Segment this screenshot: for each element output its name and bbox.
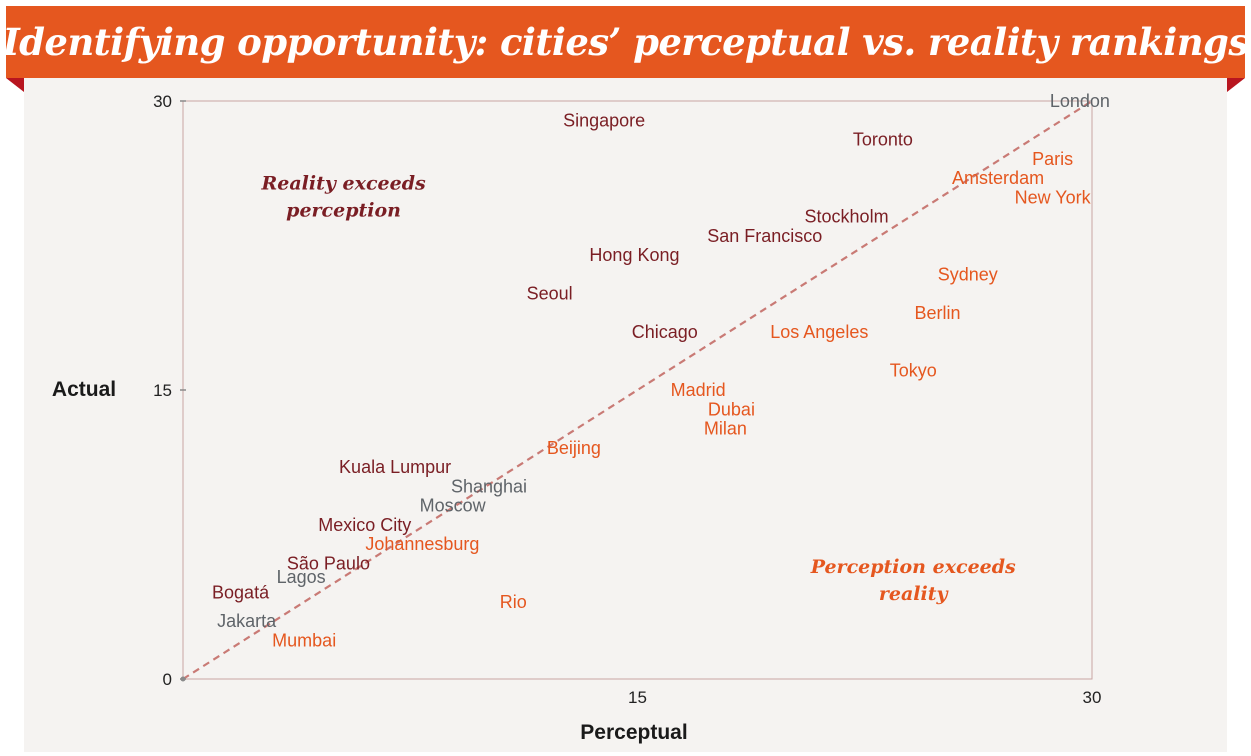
annotation-line: Reality exceeds bbox=[260, 173, 426, 195]
y-tick-label: 0 bbox=[163, 670, 172, 689]
point-label-london: London bbox=[1050, 91, 1110, 111]
point-label-toronto: Toronto bbox=[853, 130, 913, 150]
point-label-seoul: Seoul bbox=[527, 284, 573, 304]
point-label-milan: Milan bbox=[704, 419, 747, 439]
point-label-berlin: Berlin bbox=[914, 303, 960, 323]
point-label-stockholm: Stockholm bbox=[805, 207, 889, 227]
annotation-line: perception bbox=[286, 200, 401, 222]
point-label-lagos: Lagos bbox=[277, 567, 326, 587]
point-label-beijing: Beijing bbox=[547, 438, 601, 458]
annotation-perception-exceeds: Perception exceeds reality bbox=[810, 556, 1016, 605]
tick-marks: 0 15 30 15 30 bbox=[153, 92, 1101, 707]
point-label-shanghai: Shanghai bbox=[451, 476, 527, 496]
x-axis-title: Perceptual bbox=[580, 721, 687, 744]
y-axis-title: Actual bbox=[52, 378, 116, 401]
point-label-los-angeles: Los Angeles bbox=[770, 322, 868, 342]
point-label-new-york: New York bbox=[1015, 187, 1092, 207]
point-label-jakarta: Jakarta bbox=[217, 611, 277, 631]
banner-fold-left bbox=[6, 78, 24, 92]
data-points: London Singapore Toronto ParisAmsterdamNew … bbox=[212, 91, 1110, 650]
x-tick-label: 15 bbox=[628, 688, 647, 707]
point-label-dubai: Dubai bbox=[708, 399, 755, 419]
point-label-madrid: Madrid bbox=[671, 380, 726, 400]
point-label-kuala-lumpur: Kuala Lumpur bbox=[339, 457, 451, 477]
point-label-rio: Rio bbox=[500, 592, 527, 612]
point-label-johannesburg: Johannesburg bbox=[365, 534, 479, 554]
chart-panel bbox=[24, 78, 1227, 752]
page-title: Identifying opportunity: cities’ percept… bbox=[2, 20, 1249, 64]
y-tick-label: 15 bbox=[153, 381, 172, 400]
title-banner: Identifying opportunity: cities’ percept… bbox=[2, 6, 1249, 78]
annotation-line: reality bbox=[879, 583, 950, 605]
point-label-moscow: Moscow bbox=[420, 496, 487, 516]
point-label-singapore: Singapore bbox=[563, 110, 645, 130]
point-label-sao-paulo: São Paulo bbox=[287, 553, 370, 573]
point-label-hong-kong: Hong Kong bbox=[589, 245, 679, 265]
point-label-mexico-city: Mexico City bbox=[318, 515, 411, 535]
point-label-mumbai: Mumbai bbox=[272, 630, 336, 650]
point-label-paris: Paris bbox=[1032, 149, 1073, 169]
origin-marker bbox=[180, 676, 186, 682]
annotation-line: Perception exceeds bbox=[810, 556, 1016, 578]
y-tick-label: 30 bbox=[153, 92, 172, 111]
quadrant-annotations: Reality exceeds perception Perception exce… bbox=[260, 173, 1016, 605]
x-tick-label: 30 bbox=[1083, 688, 1102, 707]
point-label-tokyo: Tokyo bbox=[890, 361, 937, 381]
point-label-amsterdam: Amsterdam bbox=[952, 168, 1044, 188]
point-label-chicago: Chicago bbox=[632, 322, 698, 342]
annotation-reality-exceeds: Reality exceeds perception bbox=[260, 173, 426, 222]
point-label-bogata: Bogatá bbox=[212, 582, 270, 602]
banner-fold-right bbox=[1227, 78, 1245, 92]
point-label-sydney: Sydney bbox=[938, 264, 998, 284]
point-label-san-francisco: San Francisco bbox=[707, 226, 822, 246]
